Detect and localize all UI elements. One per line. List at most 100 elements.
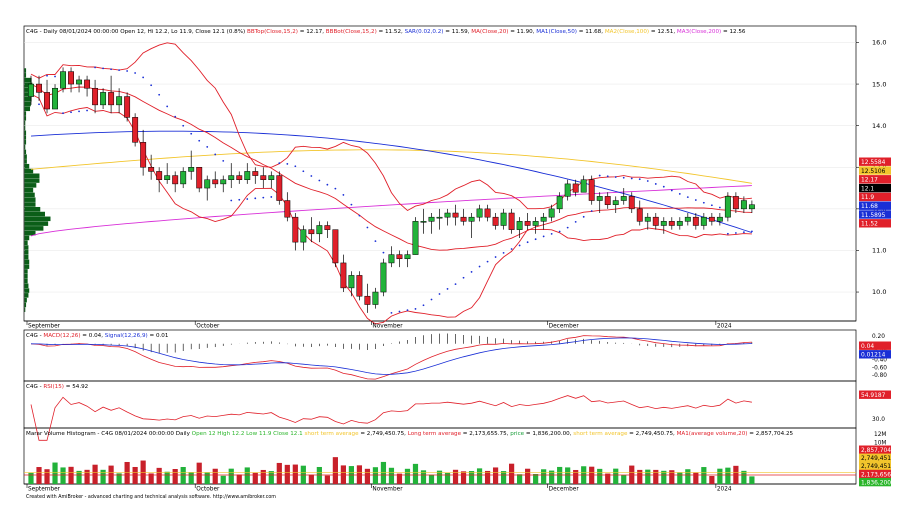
candle-body — [212, 179, 219, 185]
candle-body — [348, 275, 355, 289]
sar-dot — [310, 175, 313, 177]
volume-profile-bar — [24, 140, 27, 145]
sar-dot — [94, 66, 96, 69]
volume-header-segment: = 2,749,450.75, — [359, 431, 408, 437]
price-header-segment: = 11.68, — [577, 29, 605, 35]
volume-bar — [517, 474, 523, 484]
volume-bar — [685, 469, 691, 484]
volume-header-segment: short term average — [304, 431, 359, 437]
volume-profile-bar — [24, 130, 27, 135]
sar-dot — [438, 293, 441, 295]
date-tick-label: October — [196, 487, 220, 493]
volume-badge-text: 2,749,451 — [861, 464, 891, 470]
sar-dot — [102, 67, 104, 70]
sar-dot — [510, 248, 513, 250]
sar-dot — [198, 139, 201, 142]
sar-dot — [742, 231, 745, 234]
volume-bar — [180, 467, 186, 484]
candle-body — [556, 196, 563, 210]
volume-profile-bar — [24, 163, 30, 169]
sar-dot — [662, 185, 665, 188]
volume-profile-bar — [24, 68, 27, 73]
candle-body — [372, 291, 379, 305]
sar-dot — [718, 206, 721, 209]
sar-dot — [606, 175, 609, 178]
volume-profile-bar — [24, 235, 30, 241]
sar-dot — [670, 189, 673, 192]
volume-bar — [396, 473, 403, 484]
axis-labels: 16.015.014.013.012.011.010.0SeptemberSep… — [26, 39, 887, 493]
volume-bar — [669, 470, 675, 484]
rsi-line — [30, 395, 752, 441]
candle-body — [132, 117, 139, 143]
date-tick-label: November — [372, 487, 403, 493]
macd-tick-label: -0.80 — [872, 373, 887, 379]
sar-dot — [190, 132, 193, 135]
candle-body — [580, 179, 587, 193]
sar-dot — [70, 111, 72, 114]
volume-tick-label: 10M — [874, 440, 886, 446]
volume-bar — [549, 470, 555, 484]
macd-header-segment: MACD(12,26) — [43, 333, 80, 339]
candle-body — [564, 183, 571, 197]
macd-signal-line — [30, 337, 752, 375]
volume-bar — [332, 457, 338, 484]
volume-profile-bar — [24, 144, 26, 150]
footer-credit: Created with AmiBroker - advanced charti… — [26, 494, 276, 500]
volume-profile-bar — [24, 269, 28, 274]
price-badge-text: 12.1 — [861, 186, 874, 192]
candle-body — [452, 212, 459, 218]
volume-profile-bar — [24, 264, 30, 269]
price-badge-bg — [859, 192, 891, 202]
volume-bar — [268, 471, 274, 484]
sar-dot — [238, 198, 241, 201]
volume-bar — [276, 462, 282, 484]
sar-dot — [38, 103, 40, 106]
date-tick-label: 2024 — [717, 487, 732, 493]
panel-frame-rsi — [23, 380, 857, 429]
price-badge-text: 11.5895 — [861, 213, 886, 219]
sar-dot — [182, 124, 185, 127]
volume-bar — [717, 468, 723, 484]
sar-dot — [390, 311, 393, 314]
candle-body — [612, 200, 619, 205]
volume-profile-bar — [24, 288, 30, 293]
sar-dot — [110, 68, 112, 71]
candle-body — [596, 196, 603, 201]
volume-bar — [741, 470, 747, 484]
candle-body — [572, 183, 579, 193]
price-badge-bg — [859, 183, 891, 193]
volume-header-segment: = 2,173,655.75, — [461, 431, 510, 437]
ma50-line — [30, 130, 753, 234]
price-tick-label: 11.0 — [872, 247, 886, 255]
sar-dot — [174, 115, 177, 118]
volume-profile-bar — [24, 77, 32, 83]
volume-badge-text: 2,173,656 — [861, 472, 891, 478]
volume-profile-bar — [24, 221, 49, 226]
volume-header-segment: short term average — [573, 431, 628, 437]
sar-dot — [326, 183, 329, 186]
price-header-segment: MA3(Close,200) — [677, 29, 721, 35]
sar-dot — [558, 230, 561, 233]
volume-bar — [92, 464, 98, 484]
volume-bar — [725, 467, 731, 484]
candle-body — [468, 216, 475, 222]
candle-body — [228, 175, 235, 180]
price-header-segment: SAR(0.02,0.2) — [405, 29, 444, 35]
price-badge-text: 11.52 — [861, 222, 878, 228]
candle-body — [500, 212, 507, 226]
candles — [28, 67, 755, 313]
volume-bar — [220, 475, 226, 484]
sar-dot — [350, 203, 353, 206]
price-badge-text: 11.9 — [861, 195, 874, 201]
volume-badge-text: 1,836,200 — [861, 480, 891, 486]
macd-header-segment: = 0.04, — [81, 333, 105, 339]
macd-tick-label: -0.40 — [872, 357, 887, 363]
sar-dot — [542, 235, 545, 238]
volume-profile-bar — [24, 240, 28, 246]
volume-bar — [412, 463, 419, 484]
sar-dot — [214, 153, 217, 156]
candle-body — [588, 179, 595, 201]
sar-dot — [318, 179, 321, 182]
volume-badge-bg — [859, 477, 891, 487]
